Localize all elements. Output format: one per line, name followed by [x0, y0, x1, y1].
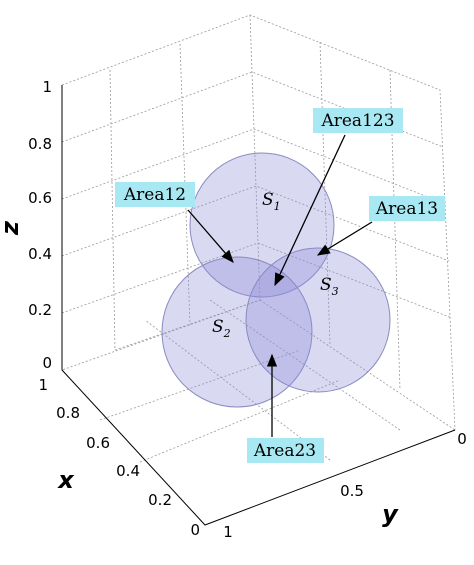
sphere [245, 247, 391, 393]
z-tick-label: 0.6 [28, 189, 52, 207]
z-axis-label: z [0, 220, 24, 236]
x-tick-label: 1 [38, 376, 48, 394]
annotation: Area23 [247, 438, 324, 463]
sphere [161, 256, 313, 408]
annotation-text: Area12 [123, 185, 186, 205]
z-tick-label: 0.4 [28, 245, 52, 263]
z-tick-label: 1 [42, 78, 52, 96]
arrows [187, 134, 373, 437]
y-tick-label: 0 [457, 430, 467, 448]
x-tick-label: 0.4 [116, 462, 140, 480]
x-tick-label: 0.6 [86, 434, 110, 452]
z-tick-label: 0 [42, 354, 52, 372]
z-ticks: 1 0.8 0.6 0.4 0.2 0 [28, 78, 52, 372]
y-tick-label: 1 [223, 523, 233, 541]
sphere-label: S3 [320, 275, 339, 298]
z-tick-label: 0.2 [28, 301, 52, 319]
sphere-label: S2 [212, 317, 231, 340]
x-ticks: 1 0.8 0.6 0.4 0.2 0 [38, 376, 200, 539]
x-tick-label: 0.8 [56, 404, 80, 422]
y-axis-label: y [382, 500, 399, 528]
annotation: Area123 [313, 108, 403, 133]
annotation: Area13 [369, 196, 445, 221]
x-axis-label: x [57, 466, 75, 494]
z-tick-label: 0.8 [28, 135, 52, 153]
annotation-text: Area13 [375, 199, 438, 219]
axes [61, 85, 456, 526]
grid [61, 14, 456, 463]
x-tick-label: 0.2 [148, 491, 172, 509]
x-tick-label: 0 [190, 521, 200, 539]
y-tick-label: 0.5 [340, 482, 364, 500]
spheres [161, 152, 391, 408]
y-ticks: 1 0.5 0 [223, 430, 467, 541]
annotation: Area12 [115, 182, 195, 207]
annotation-text: Area123 [320, 111, 394, 131]
sphere-label: S1 [262, 190, 281, 213]
annotation-text: Area23 [253, 441, 316, 461]
